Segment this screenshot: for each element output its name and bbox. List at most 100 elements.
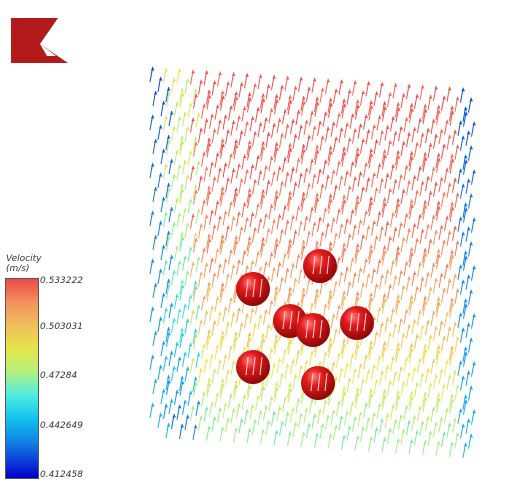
velocity-arrowhead <box>275 243 279 247</box>
velocity-arrowhead <box>185 222 190 227</box>
velocity-arrowhead <box>180 140 185 145</box>
velocity-arrowhead <box>369 249 374 253</box>
velocity-arrowhead <box>409 439 414 443</box>
velocity-arrowhead <box>369 345 374 349</box>
velocity-arrowhead <box>401 381 406 385</box>
velocity-arrowhead <box>229 153 233 157</box>
velocity-arrowhead <box>380 322 384 326</box>
velocity-arrowhead <box>161 149 166 153</box>
velocity-arrowhead <box>296 110 301 114</box>
velocity-arrowhead <box>409 343 414 347</box>
velocity-arrowhead <box>180 327 184 332</box>
velocity-arrowhead <box>339 271 344 276</box>
velocity-arrowhead <box>194 333 198 338</box>
velocity-arrowhead <box>231 216 236 220</box>
velocity-arrowhead <box>358 411 363 416</box>
velocity-arrowhead <box>393 419 398 423</box>
velocity-arrowhead <box>315 96 319 101</box>
velocity-arrowhead <box>450 302 455 307</box>
velocity-arrowhead <box>202 199 206 204</box>
velocity-arrowhead <box>307 422 311 427</box>
velocity-arrowhead <box>175 101 179 106</box>
velocity-arrowhead <box>253 179 257 183</box>
velocity-arrowhead <box>258 314 263 318</box>
velocity-arrowhead <box>212 128 217 133</box>
velocity-arrowhead <box>410 204 414 208</box>
velocity-arrowhead <box>153 235 158 239</box>
velocity-arrowhead <box>383 346 387 350</box>
velocity-arrowhead <box>202 343 206 348</box>
velocity-arrowhead <box>431 167 436 171</box>
velocity-arrowhead <box>442 431 446 436</box>
legend-max-value: 0.533222 <box>40 276 83 286</box>
velocity-arrowhead <box>345 122 349 127</box>
velocity-arrowhead <box>239 226 244 230</box>
velocity-arrowhead <box>167 379 171 384</box>
velocity-arrowhead <box>415 238 419 242</box>
velocity-arrowhead <box>253 419 257 423</box>
velocity-arrowhead <box>234 336 239 340</box>
velocity-arrowhead <box>221 143 225 147</box>
velocity-arrowhead <box>180 380 185 385</box>
velocity-arrowhead <box>194 189 198 194</box>
velocity-arrowhead <box>461 135 465 140</box>
velocity-arrowhead <box>223 402 228 407</box>
velocity-arrowhead <box>369 393 374 397</box>
velocity-arrowhead <box>161 245 166 249</box>
velocity-arrowhead <box>221 95 225 99</box>
velocity-arrowhead <box>272 411 276 415</box>
velocity-arrowhead <box>393 131 398 135</box>
velocity-arrowhead <box>388 92 392 96</box>
velocity-arrowhead <box>342 343 347 348</box>
velocity-arrowhead <box>447 182 452 187</box>
velocity-arrowhead <box>183 159 187 164</box>
velocity-arrowhead <box>193 88 198 93</box>
velocity-arrowhead <box>177 260 182 265</box>
velocity-arrowhead <box>299 172 303 177</box>
velocity-arrowhead <box>323 351 328 356</box>
velocity-arrowhead <box>207 238 212 243</box>
velocity-arrowhead <box>204 214 209 219</box>
velocity-arrowhead <box>356 104 360 108</box>
velocity-arrowhead <box>293 422 298 426</box>
velocity-arrowhead <box>342 247 347 252</box>
velocity-arrowhead <box>272 171 276 175</box>
velocity-arrowhead <box>191 309 195 314</box>
velocity-arrowhead <box>396 438 400 442</box>
velocity-arrowhead <box>369 388 373 392</box>
velocity-arrowhead <box>450 441 454 446</box>
velocity-arrowhead <box>415 334 419 338</box>
velocity-arrowhead <box>350 113 355 118</box>
velocity-arrowhead <box>410 252 414 256</box>
velocity-arrowhead <box>412 175 417 179</box>
velocity-arrowhead <box>161 293 166 297</box>
velocity-arrowhead <box>450 254 455 259</box>
velocity-arrowhead <box>150 115 155 119</box>
velocity-arrowhead <box>185 270 190 275</box>
velocity-arrow <box>245 356 249 376</box>
velocity-arrowhead <box>264 405 268 409</box>
velocity-arrowhead <box>437 157 441 162</box>
velocity-arrowhead <box>415 382 419 386</box>
velocity-arrowhead <box>423 104 427 108</box>
velocity-arrowhead <box>229 249 233 253</box>
velocity-arrow <box>319 319 323 339</box>
velocity-arrowhead <box>339 79 344 84</box>
velocity-arrowhead <box>285 76 290 80</box>
velocity-arrowhead <box>396 347 401 351</box>
velocity-arrowhead <box>220 90 225 95</box>
velocity-arrowhead <box>158 221 163 225</box>
velocity-arrowhead <box>461 87 465 92</box>
velocity-arrowhead <box>191 213 195 218</box>
velocity-arrowhead <box>283 397 287 401</box>
velocity-arrowhead <box>350 209 355 214</box>
velocity-arrowhead <box>193 376 198 381</box>
velocity-arrowhead <box>266 324 271 328</box>
velocity-arrowhead <box>288 431 292 435</box>
velocity-arrowhead <box>161 341 166 345</box>
velocity-arrow <box>259 356 263 376</box>
velocity-arrowhead <box>180 188 185 193</box>
velocity-arrowhead <box>223 210 228 215</box>
velocity-arrowhead <box>207 281 211 286</box>
velocity-arrowhead <box>277 406 282 410</box>
